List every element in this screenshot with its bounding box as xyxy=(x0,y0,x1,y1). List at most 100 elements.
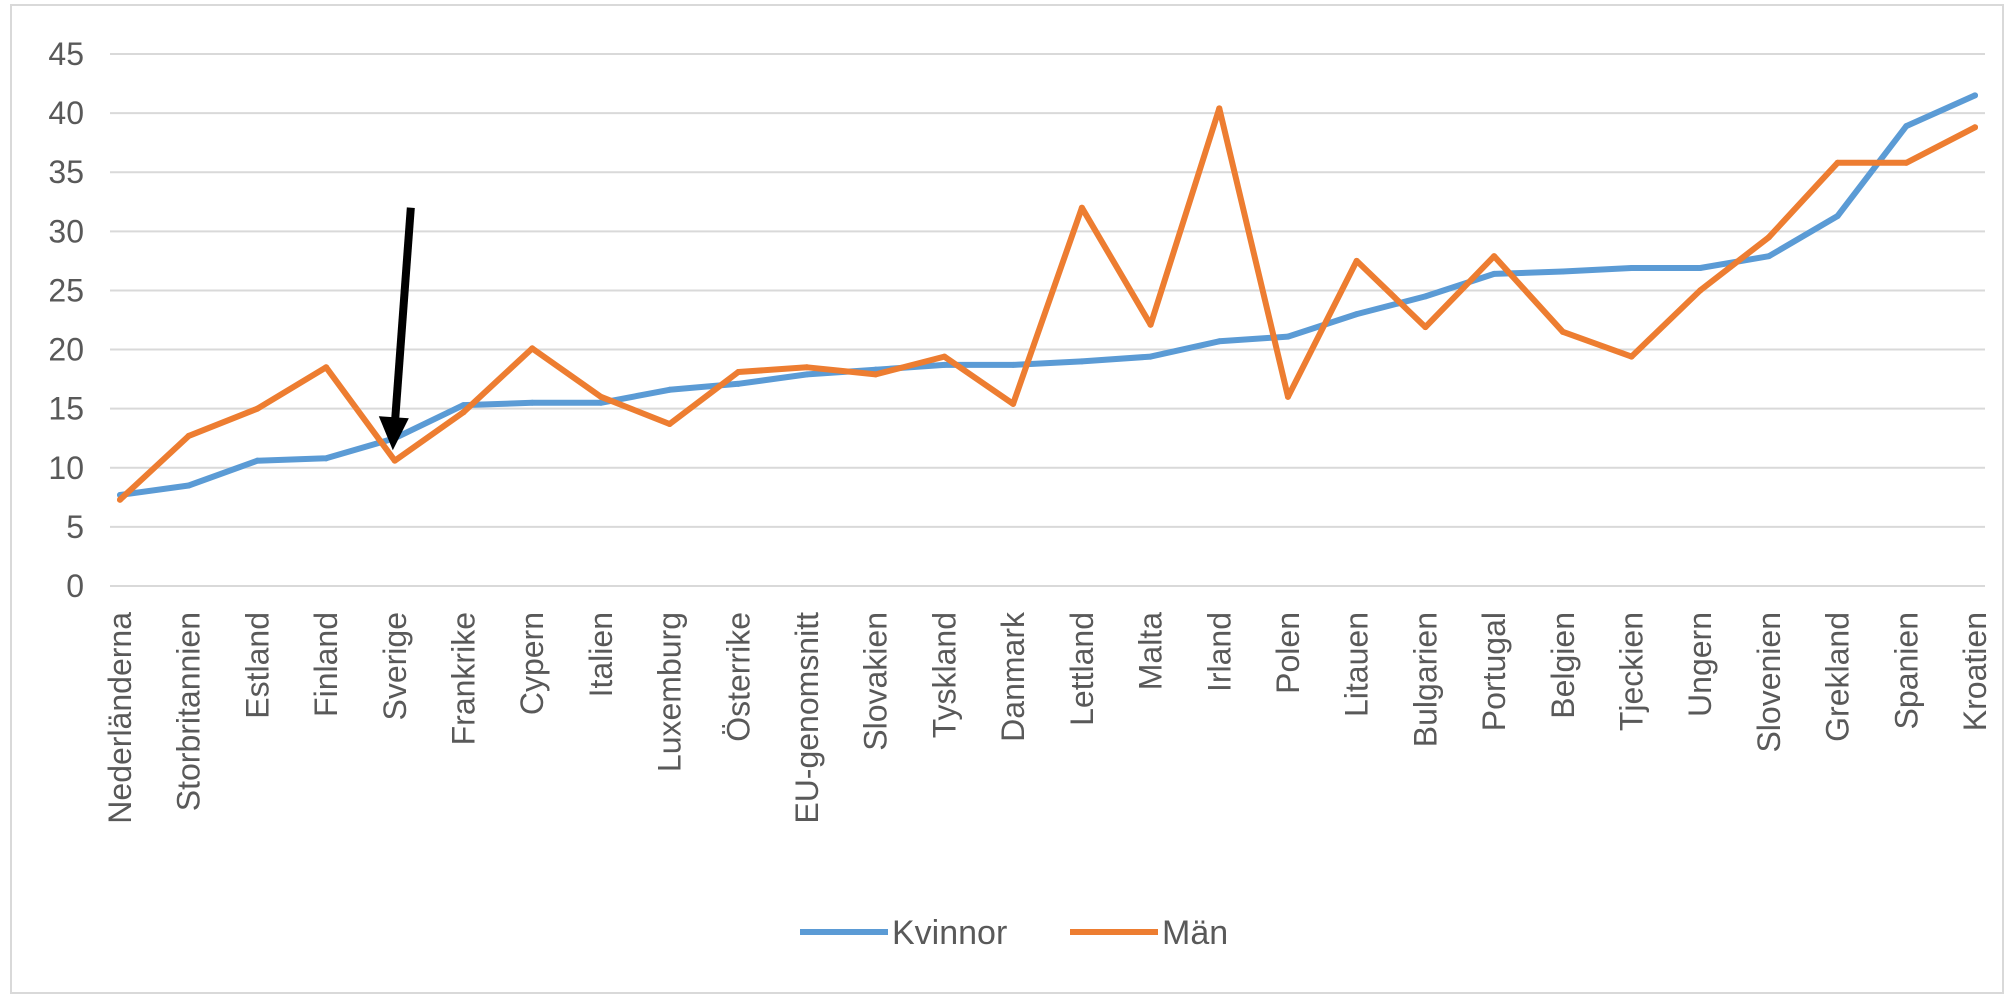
data-point xyxy=(1353,257,1360,264)
data-point xyxy=(1010,400,1017,407)
x-tick-label: Tyskland xyxy=(926,612,962,738)
data-point xyxy=(1284,393,1291,400)
data-point xyxy=(1972,92,1978,99)
data-point xyxy=(1834,159,1841,166)
x-tick-label: Irland xyxy=(1201,612,1237,692)
data-point xyxy=(117,496,123,503)
data-point xyxy=(1903,159,1910,166)
data-point xyxy=(1765,253,1772,260)
x-tick-label: Litauen xyxy=(1339,612,1375,717)
x-tick-label: Portugal xyxy=(1476,612,1512,731)
x-tick-label: Slovenien xyxy=(1751,612,1787,753)
x-tick-label: Malta xyxy=(1133,612,1169,690)
data-point xyxy=(597,399,604,406)
x-tick-label: Spanien xyxy=(1888,612,1924,729)
data-point xyxy=(391,457,398,464)
data-point xyxy=(254,457,261,464)
legend-item-Män: Män xyxy=(1070,914,1228,952)
data-point xyxy=(529,399,536,406)
x-tick-label: Frankrike xyxy=(446,612,482,745)
data-point xyxy=(1903,123,1910,130)
x-tick-label: Luxemburg xyxy=(652,612,688,772)
chart-frame xyxy=(10,4,2004,994)
data-point xyxy=(1491,253,1498,260)
data-point xyxy=(1834,212,1841,219)
x-tick-label: Kroatien xyxy=(1957,612,1993,731)
data-point xyxy=(735,369,742,376)
x-tick-label: Polen xyxy=(1270,612,1306,694)
y-tick-label: 30 xyxy=(48,213,84,249)
x-tick-label: Bulgarien xyxy=(1407,612,1443,747)
y-tick-label: 5 xyxy=(66,509,84,545)
data-point xyxy=(1628,353,1635,360)
x-tick-label: Lettland xyxy=(1064,612,1100,726)
data-point xyxy=(666,421,673,428)
y-tick-label: 10 xyxy=(48,450,84,486)
x-tick-label: Storbritannien xyxy=(171,612,207,811)
legend: Kvinnor Män xyxy=(800,914,1228,952)
series-line-Män xyxy=(117,105,1978,503)
x-axis-ticks: Nederländerna Storbritannien Estland Finlan… xyxy=(102,611,1993,824)
data-point xyxy=(1010,361,1017,368)
data-point xyxy=(185,482,192,489)
data-point xyxy=(460,409,467,416)
x-tick-label: Österrike xyxy=(720,612,756,742)
data-point xyxy=(872,371,879,378)
x-tick-label: Slovakien xyxy=(858,612,894,751)
y-tick-label: 15 xyxy=(48,391,84,427)
data-point xyxy=(185,432,192,439)
data-point xyxy=(1353,311,1360,318)
x-tick-label: Sverige xyxy=(377,612,413,721)
data-point xyxy=(941,353,948,360)
y-tick-label: 35 xyxy=(48,154,84,190)
data-point xyxy=(1972,124,1978,131)
data-point xyxy=(941,361,948,368)
data-point xyxy=(1765,234,1772,241)
data-point xyxy=(1216,105,1223,112)
data-point xyxy=(323,364,330,371)
data-point xyxy=(597,393,604,400)
data-point xyxy=(1697,264,1704,271)
x-tick-label: Estland xyxy=(239,612,275,719)
data-point xyxy=(1422,293,1429,300)
x-tick-label: EU-genomsnitt xyxy=(789,612,825,824)
x-tick-label: Ungern xyxy=(1682,612,1718,717)
data-point xyxy=(1559,328,1566,335)
data-point xyxy=(323,455,330,462)
legend-item-Kvinnor: Kvinnor xyxy=(800,914,1007,952)
y-tick-label: 25 xyxy=(48,272,84,308)
x-tick-label: Tjeckien xyxy=(1613,612,1649,731)
x-tick-label: Cypern xyxy=(514,612,550,715)
data-point xyxy=(1147,321,1154,328)
data-point xyxy=(529,345,536,352)
data-point xyxy=(460,402,467,409)
x-tick-label: Belgien xyxy=(1545,612,1581,719)
y-tick-label: 45 xyxy=(48,36,84,72)
legend-label: Män xyxy=(1162,914,1228,952)
data-point xyxy=(1422,324,1429,331)
data-point xyxy=(735,380,742,387)
data-point xyxy=(1078,358,1085,365)
x-tick-label: Nederländerna xyxy=(102,612,138,824)
y-tick-label: 40 xyxy=(48,95,84,131)
y-tick-label: 0 xyxy=(66,568,84,604)
gridlines xyxy=(110,53,1985,587)
x-tick-label: Danmark xyxy=(995,611,1031,742)
data-point xyxy=(1284,333,1291,340)
arrow-shaft xyxy=(390,207,415,425)
data-point xyxy=(1628,264,1635,271)
data-point xyxy=(1078,204,1085,211)
data-point xyxy=(1491,270,1498,277)
data-point xyxy=(1147,353,1154,360)
x-tick-label: Italien xyxy=(583,612,619,697)
arrow-head xyxy=(378,416,409,451)
y-axis-ticks: 0 5 10 15 20 25 30 35 40 45 xyxy=(48,36,84,604)
data-point xyxy=(804,371,811,378)
y-tick-label: 20 xyxy=(48,332,84,368)
series-line-Kvinnor xyxy=(117,92,1978,498)
data-point xyxy=(254,405,261,412)
data-point xyxy=(666,386,673,393)
data-point xyxy=(1697,287,1704,294)
data-point xyxy=(1559,268,1566,275)
